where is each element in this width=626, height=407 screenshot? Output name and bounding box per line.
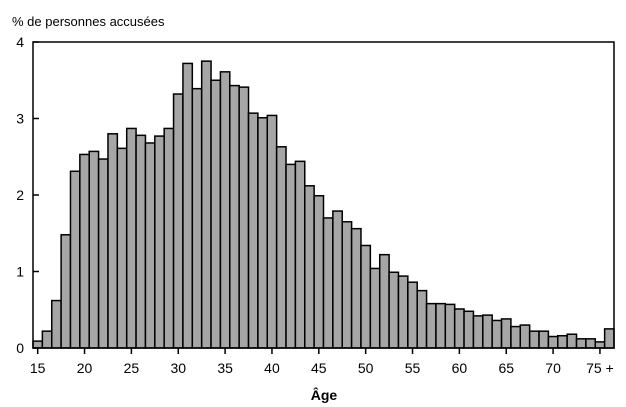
bar-age-21 [88, 150, 100, 349]
y-tick-label-0: 0 [16, 340, 24, 356]
y-axis-title: % de personnes accusées [12, 14, 165, 29]
bar-age-26 [135, 134, 147, 349]
bar-age-38 [247, 112, 259, 349]
x-tick-label-40: 40 [264, 360, 280, 376]
bar-age-63 [482, 314, 493, 349]
x-tick-label-70: 70 [545, 360, 561, 376]
bar-age-59 [444, 303, 456, 349]
bar-age-54 [397, 275, 409, 349]
bar-age-17 [50, 299, 62, 349]
bar-age-67 [519, 324, 531, 349]
y-axis: 0 1 2 3 4 [16, 34, 39, 356]
x-tick-label-65: 65 [498, 360, 514, 376]
x-axis-title: Âge [311, 386, 338, 403]
bar-age-57 [425, 302, 437, 349]
bar-age-44 [304, 185, 315, 349]
bar-age-41 [275, 146, 287, 349]
bar-age-71 [557, 335, 568, 349]
bar-age-45 [313, 195, 325, 349]
bar-age-30 [172, 93, 184, 349]
y-tick-label-2: 2 [16, 187, 24, 203]
bar-age-42 [285, 163, 297, 349]
bar-age-40 [266, 114, 278, 349]
bar-age-68 [528, 330, 540, 349]
bar-age-18 [60, 234, 72, 349]
bar-age-29 [163, 127, 175, 349]
x-tick-label-15: 15 [30, 360, 46, 376]
bar-age-53 [388, 271, 400, 349]
y-tick-label-1: 1 [16, 264, 24, 280]
bar-age-15 [32, 340, 44, 349]
bar-age-49 [350, 227, 362, 349]
y-tick-label-4: 4 [16, 34, 24, 50]
bar-age-33 [200, 60, 212, 349]
x-tick-label-35: 35 [217, 360, 233, 376]
bar-age-34 [210, 79, 222, 349]
x-tick-label-50: 50 [358, 360, 374, 376]
bar-age-50 [360, 244, 372, 349]
bar-age-62 [472, 315, 484, 349]
bar-age-55 [407, 281, 418, 349]
bar-age-46 [322, 217, 334, 349]
bar-age-24 [116, 147, 128, 349]
bar-age-51 [369, 267, 381, 349]
x-tick-label-45: 45 [311, 360, 327, 376]
bar-age-22 [97, 158, 109, 349]
bar-age-66 [510, 325, 522, 349]
x-axis: 15 20 25 30 35 40 45 50 55 60 65 70 75 + [30, 348, 614, 376]
bar-age-25 [125, 127, 137, 349]
x-tick-label-75: 75 + [586, 360, 614, 376]
x-tick-label-25: 25 [124, 360, 140, 376]
bar-age-72 [566, 333, 578, 349]
y-tick-label-3: 3 [16, 111, 24, 127]
x-tick-label-55: 55 [405, 360, 421, 376]
x-tick-label-20: 20 [77, 360, 93, 376]
bar-age-73 [575, 338, 587, 349]
bar-age-37 [238, 86, 250, 349]
bar-age-75-plus [594, 341, 606, 349]
bar-age-60 [453, 308, 465, 349]
bar-age-65 [500, 318, 512, 349]
bar-age-39 [257, 116, 269, 349]
bar-age-61 [463, 310, 475, 349]
bar-age-58 [435, 302, 447, 349]
bar-age-74 [585, 338, 597, 349]
bar-age-36 [229, 84, 240, 349]
bars-group [32, 60, 615, 349]
x-tick-label-60: 60 [452, 360, 468, 376]
bar-age-35 [219, 71, 231, 349]
bar-age-undefined [603, 328, 615, 349]
bar-age-16 [41, 330, 53, 349]
bar-age-64 [491, 319, 503, 349]
bar-age-32 [191, 87, 203, 349]
bar-age-47 [332, 210, 343, 349]
bar-age-19 [69, 170, 81, 349]
bar-age-70 [547, 335, 559, 349]
bar-age-31 [182, 62, 194, 349]
bar-age-52 [378, 253, 390, 349]
bar-age-56 [416, 289, 428, 349]
bar-age-69 [538, 330, 550, 349]
x-tick-label-30: 30 [170, 360, 186, 376]
bar-age-28 [154, 135, 165, 349]
bar-age-23 [107, 133, 119, 349]
bar-age-43 [294, 160, 306, 349]
bar-age-20 [79, 153, 90, 349]
bar-age-48 [341, 221, 353, 349]
bar-age-27 [144, 142, 156, 349]
